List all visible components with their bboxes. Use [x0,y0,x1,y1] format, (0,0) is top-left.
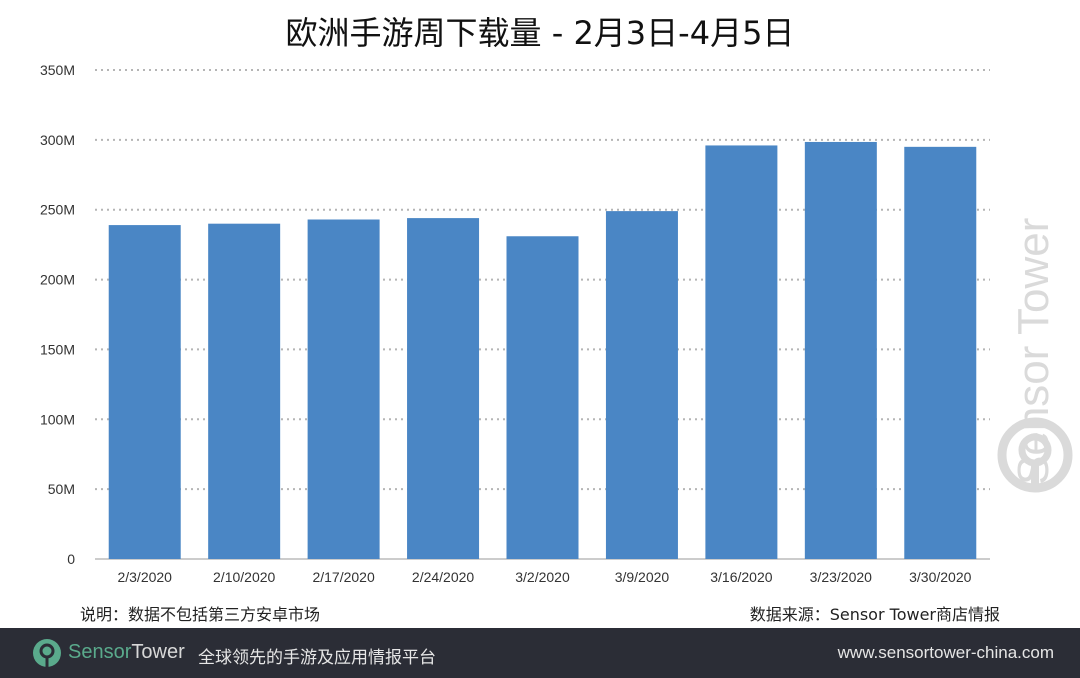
x-tick-label: 2/24/2020 [412,569,474,585]
y-tick-label: 300M [40,132,75,148]
brand-sensor: Sensor [68,641,132,663]
y-tick-label: 200M [40,272,75,288]
bar [705,145,778,559]
bar [407,218,480,559]
sensortower-logo-icon [33,639,61,667]
x-tick-label: 3/2/2020 [515,569,570,585]
y-tick-label: 0 [67,551,75,567]
website-url[interactable]: www.sensortower-china.com [837,643,1054,662]
x-tick-label: 2/10/2020 [213,569,275,585]
x-tick-label: 2/17/2020 [312,569,374,585]
x-tick-label: 3/16/2020 [710,569,772,585]
y-tick-label: 150M [40,341,75,357]
chart-title: 欧洲手游周下载量 - 2月3日-4月5日 [285,14,795,52]
note-left: 说明：数据不包括第三方安卓市场 [80,605,321,624]
note-source: 数据来源：Sensor Tower商店情报 [749,605,1000,624]
y-tick-label: 50M [48,481,75,497]
x-tick-label: 2/3/2020 [117,569,172,585]
bar [108,225,181,559]
x-tick-label: 3/9/2020 [615,569,670,585]
bar [307,219,380,559]
bar [605,211,678,559]
y-tick-label: 100M [40,411,75,427]
slogan: 全球领先的手游及应用情报平台 [198,648,436,668]
bar [904,146,977,560]
bar-chart: 0 50M 100M 150M 200M 250M 300M 350M 2/3/2020 2/10… [40,62,990,585]
y-tick-label: 250M [40,202,75,218]
bar [506,236,579,559]
brand-tower: Tower [131,641,185,663]
y-tick-label: 350M [40,62,75,78]
x-tick-label: 3/30/2020 [909,569,971,585]
sensortower-logo-watermark-icon [997,417,1073,493]
x-tick-label: 3/23/2020 [810,569,872,585]
brand-name: SensorTower [68,641,185,664]
footer-bar: SensorTower 全球领先的手游及应用情报平台 www.sensortow… [0,628,1080,678]
bar [208,223,281,559]
svg-text:Tower: Tower [1009,218,1058,335]
bar [804,141,877,559]
sensortower-watermark: Sensor Tower [1009,218,1058,485]
